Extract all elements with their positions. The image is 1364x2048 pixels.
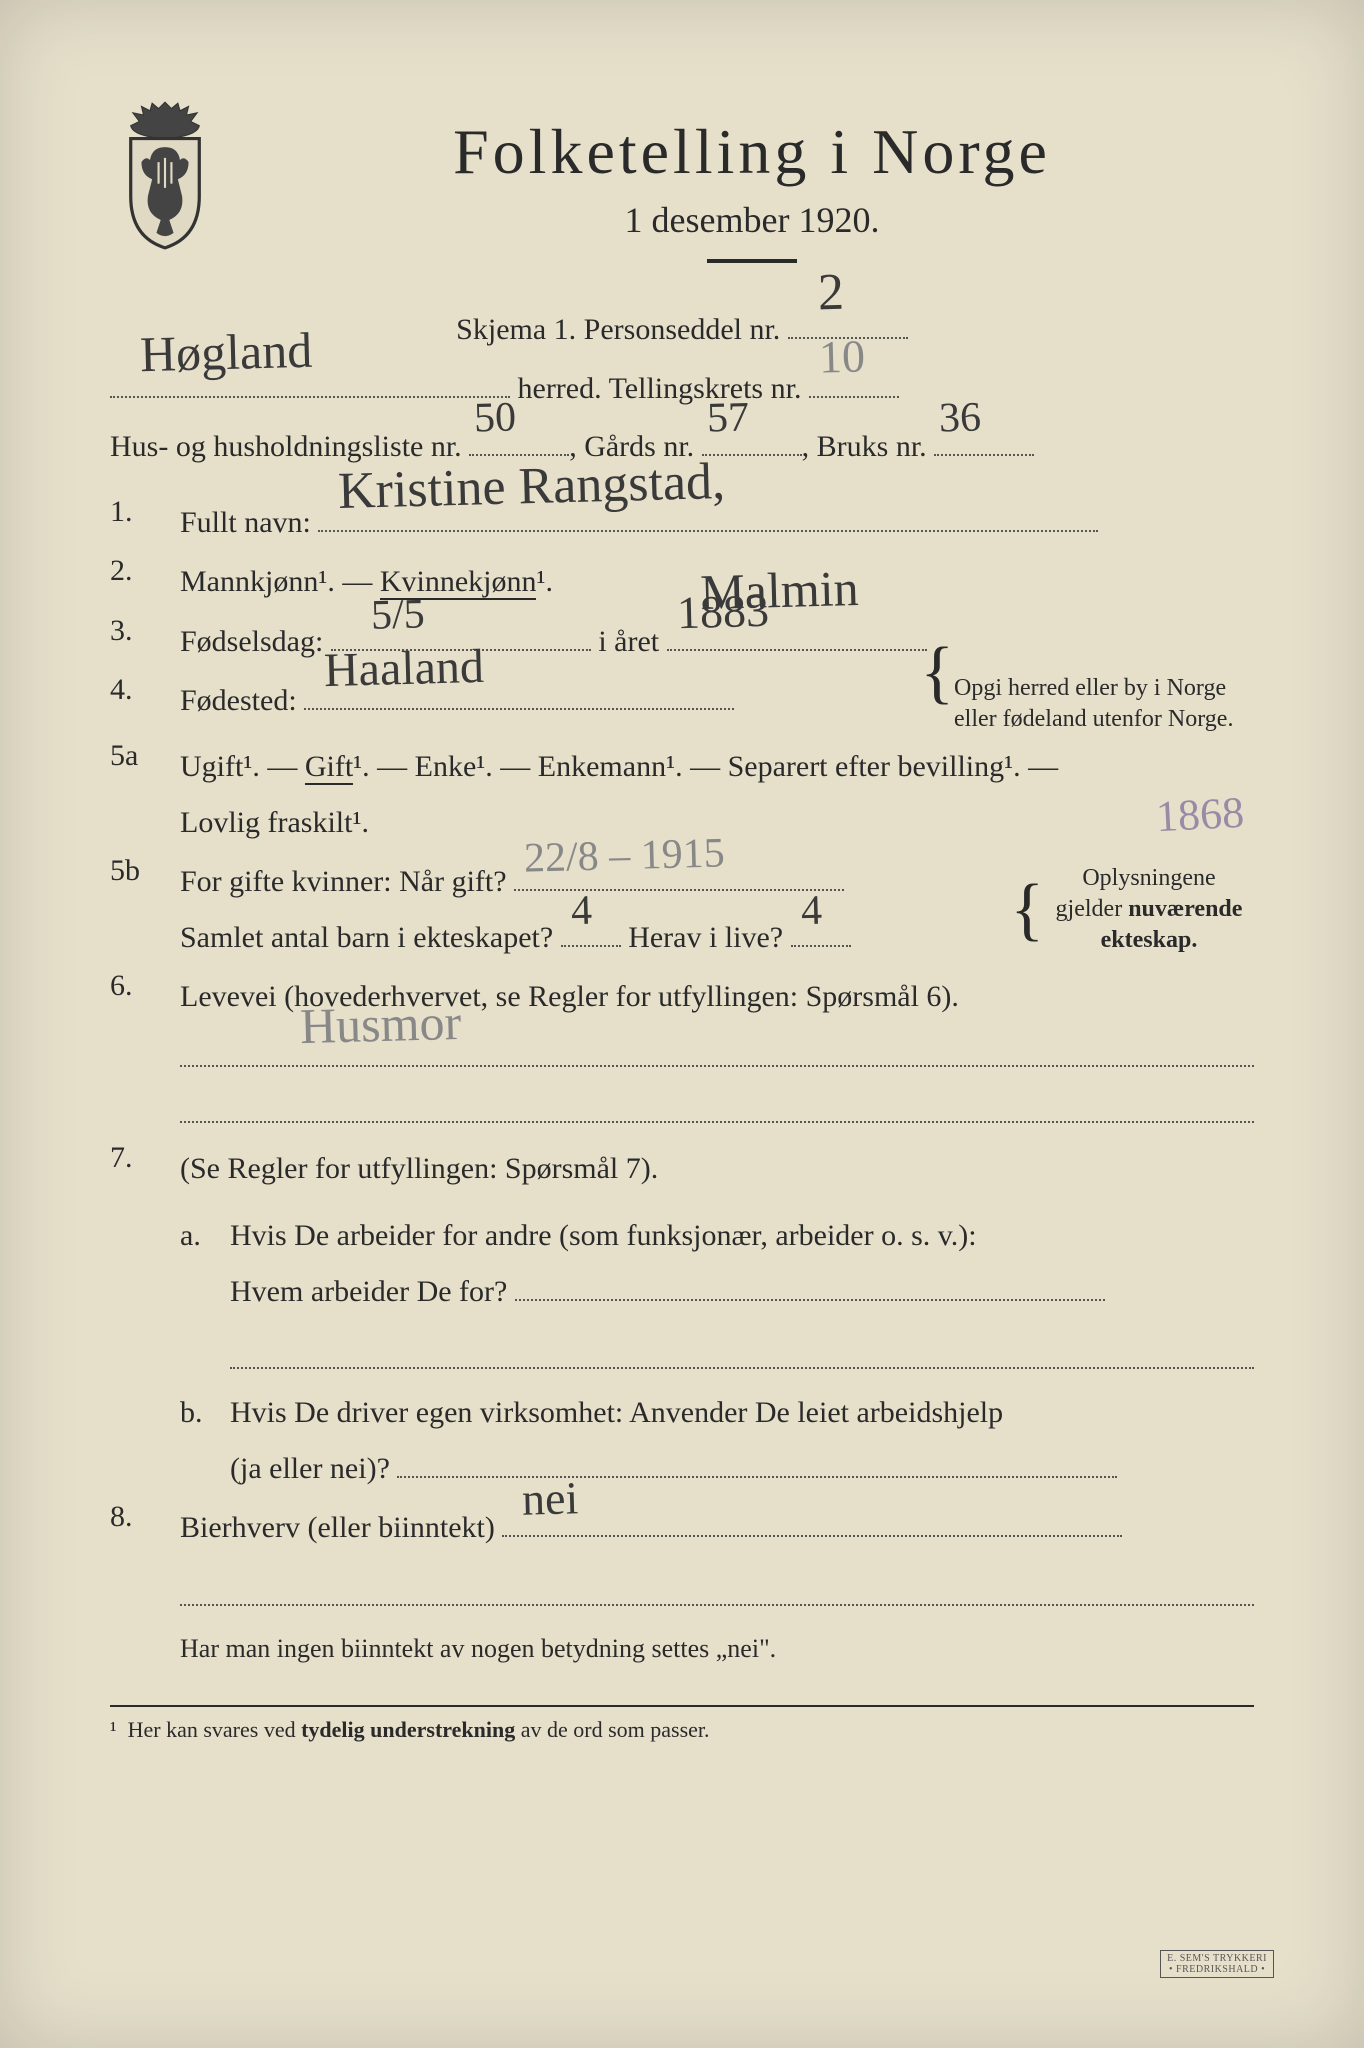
census-form-page: Folketelling i Norge 1 desember 1920. Sk… <box>0 0 1364 2048</box>
q5b-num: 5b <box>110 854 180 965</box>
q8-label: Bierhverv (eller biinntekt) <box>180 1511 495 1544</box>
q5b-l2a-label: Samlet antal barn i ekteskapet? <box>180 921 553 954</box>
q5a-prefix: Ugift¹. — <box>180 750 305 783</box>
header: Folketelling i Norge 1 desember 1920. <box>110 100 1254 291</box>
q8-value: nei <box>521 1456 579 1543</box>
q4: 4. Fødested: Haaland { Opgi herred eller… <box>110 673 1254 735</box>
q3-num: 3. <box>110 614 180 670</box>
q5b-l1-label: For gifte kvinner: Når gift? <box>180 865 507 898</box>
subtitle: 1 desember 1920. <box>250 199 1254 241</box>
q5a-num: 5a <box>110 739 180 850</box>
q5b-aside1: Oplysningene <box>1082 865 1215 891</box>
q4-value: Haaland <box>323 623 485 716</box>
q1-value: Kristine Rangstad, <box>337 434 726 540</box>
q8-num: 8. <box>110 1500 180 1606</box>
printer-stamp: E. SEM'S TRYKKERI• FREDRIKSHALD • <box>1160 1950 1274 1978</box>
q7a-l1: Hvis De arbeider for andre (som funksjon… <box>230 1208 1254 1264</box>
q3-year: 1883 <box>676 568 770 655</box>
q2-label: Mannkjønn¹. — <box>180 565 380 598</box>
note-biinntekt: Har man ingen biinntekt av nogen betydni… <box>180 1624 1254 1675</box>
q8: 8. Bierhverv (eller biinntekt) nei <box>110 1500 1254 1606</box>
q7a-num: a. <box>180 1208 230 1369</box>
q7: 7. (Se Regler for utfyllingen: Spørsmål … <box>110 1141 1254 1497</box>
q1-label: Fullt navn: <box>180 506 311 539</box>
q2-num: 2. <box>110 554 180 610</box>
q5a-selected: Gift <box>305 750 353 785</box>
q4-num: 4. <box>110 673 180 735</box>
q4-aside: Opgi herred eller by i Norge eller fødel… <box>954 673 1254 735</box>
divider <box>707 259 797 263</box>
q4-label: Fødested: <box>180 684 297 717</box>
herred-line: Høgland herred. Tellingskrets nr. 10 <box>110 360 1254 419</box>
pencil-note: 1868 <box>1155 787 1246 843</box>
q3-label: Fødselsdag: <box>180 625 323 658</box>
q5b: 5b For gifte kvinner: Når gift? 22/8 – 1… <box>110 854 1254 965</box>
footnote: ¹ Her kan svares ved tydelig understrekn… <box>110 1705 1254 1743</box>
q7b-l1: Hvis De driver egen virksomhet: Anvender… <box>230 1385 1254 1441</box>
q1-num: 1. <box>110 495 180 551</box>
q4-aside1: Opgi herred eller by i Norge <box>954 675 1226 701</box>
q7-num: 7. <box>110 1141 180 1497</box>
title-block: Folketelling i Norge 1 desember 1920. <box>250 100 1254 291</box>
bruks-nr: 36 <box>938 378 982 461</box>
herred-label: herred. Tellingskrets nr. <box>518 372 802 405</box>
q5b-l1-value: 22/8 – 1915 <box>523 815 726 898</box>
q3-mid: i året <box>598 625 659 658</box>
q2-suffix: ¹. <box>536 565 553 598</box>
q3: 3. Fødselsdag: 5/5 i året 1883 <box>110 614 1254 670</box>
tellingskrets-nr: 10 <box>818 311 866 402</box>
q7b-num: b. <box>180 1385 230 1496</box>
main-title: Folketelling i Norge <box>250 115 1254 189</box>
q1: 1. Fullt navn: Kristine Rangstad, <box>110 495 1254 551</box>
q5b-aside: Oplysningene gjelder nuværende ekteskap. <box>1044 863 1254 957</box>
skjema-label: Skjema 1. Personseddel nr. <box>456 313 780 346</box>
herred-value: Høgland <box>139 302 314 404</box>
q6: 6. Levevei (hovederhvervet, se Regler fo… <box>110 969 1254 1123</box>
q7a-l2: Hvem arbeider De for? <box>230 1275 507 1308</box>
q7b-l2: (ja eller nei)? <box>230 1452 390 1485</box>
q5b-l2a-value: 4 <box>570 873 593 951</box>
q4-aside2: eller fødeland utenfor Norge. <box>954 706 1233 732</box>
q6-num: 6. <box>110 969 180 1123</box>
bruks-label: Bruks nr. <box>817 430 927 463</box>
q5b-aside3: ekteskap. <box>1101 927 1198 953</box>
coat-of-arms-icon <box>110 100 220 250</box>
q5a-rest: ¹. — Enke¹. — Enkemann¹. — Separert efte… <box>353 750 1058 783</box>
q7-label: (Se Regler for utfyllingen: Spørsmål 7). <box>180 1141 1254 1197</box>
q5b-l2b-value: 4 <box>800 873 823 951</box>
q5b-l2b-label: Herav i live? <box>628 921 783 954</box>
q5b-aside2: gjelder nuværende <box>1056 896 1243 922</box>
q6-value: Husmor <box>299 976 462 1073</box>
footnote-text: ¹ Her kan svares ved tydelig understrekn… <box>110 1717 710 1742</box>
